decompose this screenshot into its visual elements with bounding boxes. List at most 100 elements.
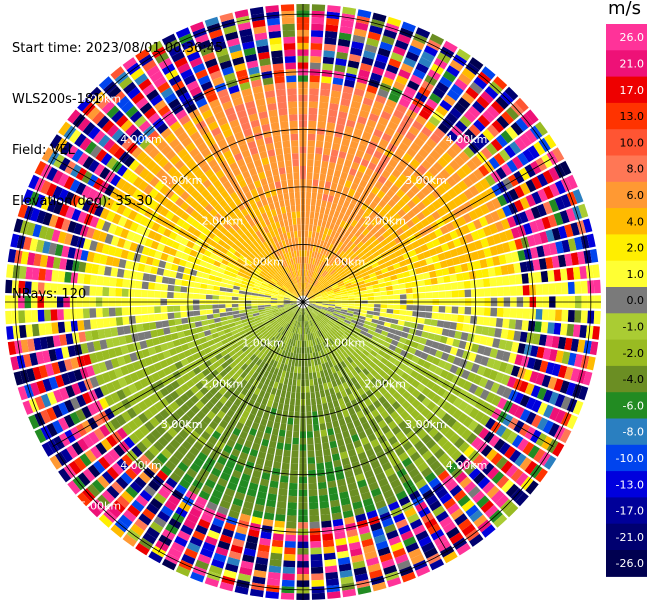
velocity-gate	[303, 289, 306, 296]
velocity-gate	[338, 111, 348, 120]
velocity-gate	[326, 266, 333, 273]
velocity-gate	[305, 307, 310, 314]
velocity-gate	[308, 294, 314, 299]
velocity-gate	[539, 360, 549, 373]
velocity-gate	[559, 160, 572, 176]
velocity-gate	[404, 86, 417, 97]
velocity-gate	[418, 109, 431, 120]
velocity-gate	[307, 159, 314, 167]
velocity-gate	[425, 257, 434, 265]
velocity-gate	[367, 329, 375, 336]
velocity-gate	[480, 500, 494, 514]
velocity-gate	[422, 361, 432, 370]
velocity-gate	[365, 265, 373, 272]
velocity-gate	[514, 453, 527, 467]
velocity-gate	[289, 398, 295, 406]
velocity-gate	[401, 381, 411, 390]
velocity-gate	[373, 311, 380, 316]
velocity-gate	[372, 66, 385, 76]
velocity-gate	[421, 207, 431, 218]
velocity-gate	[323, 334, 329, 341]
velocity-gate	[470, 251, 480, 261]
velocity-gate	[449, 532, 464, 545]
velocity-gate	[542, 389, 553, 403]
velocity-gate	[468, 270, 477, 280]
velocity-gate	[307, 153, 315, 160]
velocity-gate	[311, 311, 317, 317]
velocity-gate	[345, 284, 353, 289]
velocity-gate	[397, 396, 406, 405]
velocity-gate	[478, 164, 490, 177]
velocity-gate	[516, 308, 524, 319]
velocity-gate	[463, 188, 474, 200]
velocity-gate	[351, 316, 359, 322]
velocity-gate	[314, 258, 318, 266]
velocity-gate	[387, 396, 397, 406]
velocity-gate	[424, 121, 437, 132]
velocity-gate	[515, 274, 523, 285]
velocity-gate	[580, 310, 588, 324]
velocity-gate	[327, 228, 333, 237]
velocity-gate	[398, 315, 406, 321]
velocity-gate	[336, 51, 348, 60]
velocity-gate	[396, 342, 405, 349]
velocity-gate	[380, 110, 392, 121]
velocity-gate	[425, 438, 437, 450]
velocity-gate	[309, 312, 314, 319]
velocity-gate	[333, 274, 341, 280]
velocity-gate	[428, 248, 438, 257]
velocity-gate	[510, 468, 524, 482]
velocity-gate	[343, 200, 350, 209]
velocity-gate	[495, 276, 504, 286]
velocity-gate	[399, 288, 407, 294]
velocity-gate	[419, 175, 430, 186]
velocity-gate	[439, 492, 453, 505]
velocity-gate	[338, 250, 345, 258]
velocity-gate	[307, 463, 316, 471]
velocity-gate	[504, 445, 516, 459]
velocity-gate	[276, 442, 284, 450]
velocity-gate	[497, 397, 508, 410]
velocity-gate	[311, 192, 317, 200]
velocity-gate	[403, 57, 417, 68]
velocity-gate	[365, 364, 374, 373]
velocity-gate	[333, 232, 340, 240]
velocity-gate	[333, 136, 342, 145]
velocity-gate	[495, 494, 509, 508]
velocity-gate	[362, 211, 370, 220]
velocity-gate	[390, 410, 400, 420]
velocity-gate	[443, 250, 452, 260]
velocity-gate	[373, 399, 382, 409]
velocity-gate	[433, 465, 446, 477]
velocity-gate	[452, 184, 463, 195]
velocity-gate	[288, 378, 293, 386]
velocity-gate	[386, 405, 396, 415]
velocity-gate	[560, 323, 568, 336]
velocity-gate	[320, 514, 331, 522]
velocity-gate	[519, 182, 531, 196]
velocity-gate	[296, 379, 301, 387]
velocity-gate	[345, 208, 353, 217]
velocity-gate	[380, 410, 390, 420]
velocity-gate	[323, 382, 329, 391]
velocity-gate	[351, 265, 359, 272]
velocity-gate	[406, 305, 414, 311]
velocity-gate	[406, 209, 416, 219]
velocity-gate	[304, 282, 307, 290]
velocity-gate	[406, 189, 416, 199]
velocity-gate	[490, 382, 501, 394]
velocity-gate	[348, 188, 356, 197]
velocity-gate	[397, 199, 406, 208]
velocity-gate	[413, 261, 421, 269]
velocity-gate	[282, 384, 288, 392]
velocity-gate	[487, 327, 496, 337]
velocity-gate	[474, 181, 485, 193]
velocity-gate	[314, 153, 322, 161]
velocity-gate	[337, 45, 350, 54]
velocity-gate	[315, 282, 321, 288]
velocity-gate	[318, 180, 325, 188]
velocity-gate	[542, 347, 552, 360]
velocity-gate	[344, 79, 355, 88]
velocity-gate	[547, 322, 555, 334]
